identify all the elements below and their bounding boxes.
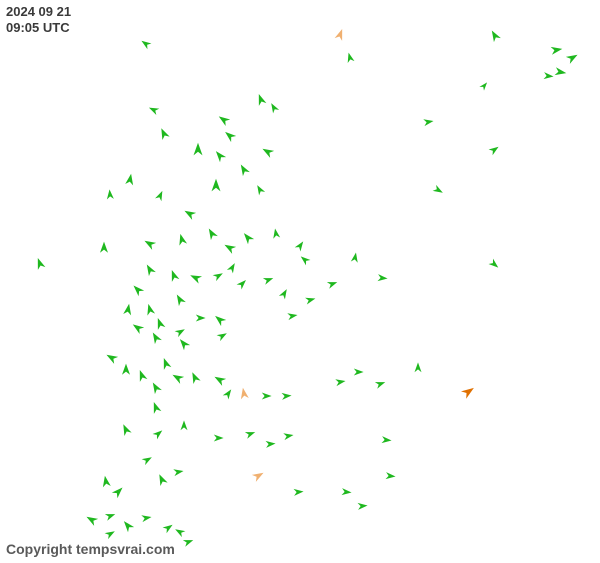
wind-arrow	[301, 291, 318, 308]
wind-arrow	[101, 507, 119, 525]
wind-arrow	[338, 484, 353, 499]
wind-arrow	[207, 177, 225, 195]
wind-arrow	[170, 464, 186, 480]
wind-arrow	[139, 233, 161, 255]
wind-arrow	[341, 49, 358, 66]
wind-arrow	[290, 484, 305, 499]
wind-arrow	[96, 240, 112, 256]
wind-arrow	[189, 141, 207, 159]
wind-arrow	[201, 223, 223, 245]
wind-arrow	[138, 510, 154, 526]
date-text: 2024 09 21	[6, 4, 71, 19]
wind-arrow	[540, 68, 555, 83]
wind-arrow	[81, 509, 103, 531]
wind-arrow	[164, 266, 185, 287]
wind-arrow	[476, 78, 493, 95]
wind-arrow	[259, 389, 273, 403]
wind-arrow	[268, 226, 284, 242]
wind-arrow	[351, 365, 365, 379]
wind-arrow	[233, 159, 255, 181]
wind-arrow	[332, 374, 348, 390]
wind-arrow	[250, 180, 269, 199]
wind-arrow	[184, 367, 205, 388]
wind-arrow	[117, 515, 140, 538]
wind-arrow	[153, 123, 174, 144]
time-text: 09:05 UTC	[6, 20, 70, 35]
wind-arrow	[127, 279, 150, 302]
wind-arrow	[139, 259, 161, 281]
wind-arrow	[247, 465, 269, 487]
wind-arrow	[382, 468, 397, 483]
wind-arrow	[280, 428, 296, 444]
wind-arrow	[420, 114, 436, 130]
wind-arrow	[284, 308, 300, 324]
wind-arrow	[179, 203, 201, 225]
wind-arrow	[262, 436, 277, 451]
copyright-label: Copyright tempsvrai.com	[6, 541, 175, 557]
wind-arrow	[102, 187, 117, 202]
wind-arrow	[232, 274, 252, 294]
wind-arrow	[136, 34, 155, 53]
wind-arrow	[185, 267, 206, 288]
wind-arrow	[323, 275, 341, 293]
wind-arrow	[137, 450, 156, 469]
wind-arrow	[172, 230, 192, 250]
wind-arrow	[212, 326, 231, 345]
wind-arrow	[145, 101, 164, 120]
wind-arrow	[330, 25, 351, 46]
wind-arrow	[179, 533, 197, 551]
wind-arrow	[428, 180, 447, 199]
wind-scatter-chart: 2024 09 21 09:05 UTC Copyright tempsvrai…	[0, 0, 600, 563]
wind-arrow	[484, 25, 506, 47]
wind-arrow	[484, 254, 504, 274]
timestamp-label: 2024 09 21 09:05 UTC	[6, 4, 71, 35]
wind-arrow	[121, 171, 140, 190]
wind-arrow	[378, 432, 393, 447]
wind-arrow	[219, 237, 241, 259]
wind-arrow	[193, 311, 207, 325]
wind-arrow	[241, 425, 259, 443]
wind-arrow	[209, 145, 232, 168]
wind-arrow	[371, 375, 389, 393]
wind-arrow	[169, 289, 191, 311]
wind-arrow	[455, 379, 480, 404]
wind-arrow	[274, 284, 293, 303]
wind-arrow	[30, 254, 51, 275]
wind-arrow	[115, 419, 136, 440]
wind-arrow	[484, 140, 503, 159]
wind-arrow	[278, 388, 293, 403]
wind-arrow	[119, 301, 138, 320]
wind-arrow	[151, 187, 170, 206]
wind-arrow	[259, 271, 277, 289]
wind-arrow	[235, 385, 254, 404]
wind-arrow	[151, 469, 172, 490]
wind-arrow	[257, 141, 279, 163]
wind-arrow	[211, 431, 225, 445]
wind-arrow	[148, 424, 168, 444]
wind-arrow	[347, 250, 363, 266]
wind-arrow	[374, 270, 389, 285]
wind-arrow	[177, 419, 191, 433]
wind-arrow	[146, 398, 167, 419]
wind-arrow	[354, 498, 369, 513]
wind-arrow	[411, 361, 425, 375]
